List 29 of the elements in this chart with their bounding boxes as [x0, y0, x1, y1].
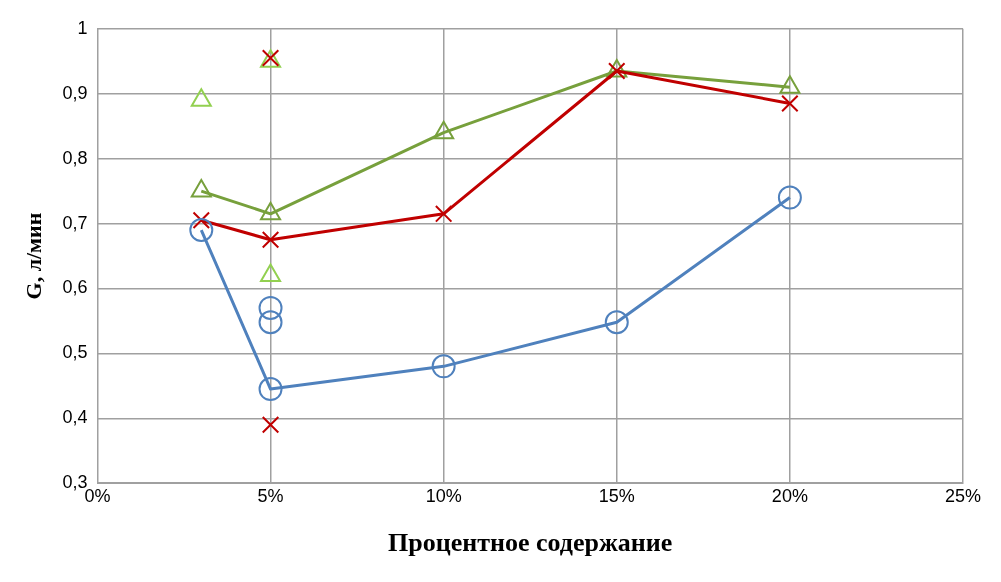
point	[190, 88, 212, 107]
y-axis-title: G, л/мин	[20, 212, 46, 300]
point	[777, 185, 802, 210]
x-tick-label: 20%	[771, 485, 808, 506]
point	[258, 310, 283, 335]
point	[260, 201, 282, 221]
x-axis-title: Процентное содержание	[388, 528, 673, 558]
point	[433, 120, 455, 140]
x-tick-label: 5%	[257, 485, 284, 506]
y-tick-label: 0,4	[62, 407, 88, 428]
point	[434, 205, 453, 223]
point	[431, 354, 456, 379]
point	[604, 310, 629, 335]
point	[261, 416, 280, 434]
y-tick-label: 0,8	[62, 147, 88, 168]
point	[779, 75, 801, 94]
x-tick-label: 10%	[425, 485, 462, 506]
y-tick-label: 0,7	[62, 212, 88, 233]
x-tick-label: 25%	[944, 485, 982, 506]
y-tick-label: 0,5	[62, 342, 88, 363]
point	[190, 179, 212, 198]
x-tick-label: 15%	[598, 485, 635, 506]
y-tick-label: 0,6	[62, 277, 88, 298]
point	[258, 377, 283, 402]
point	[258, 295, 283, 320]
point	[261, 230, 280, 249]
y-tick-label: 1	[77, 17, 88, 38]
point	[189, 218, 214, 243]
y-tick-label: 0,9	[62, 82, 88, 103]
